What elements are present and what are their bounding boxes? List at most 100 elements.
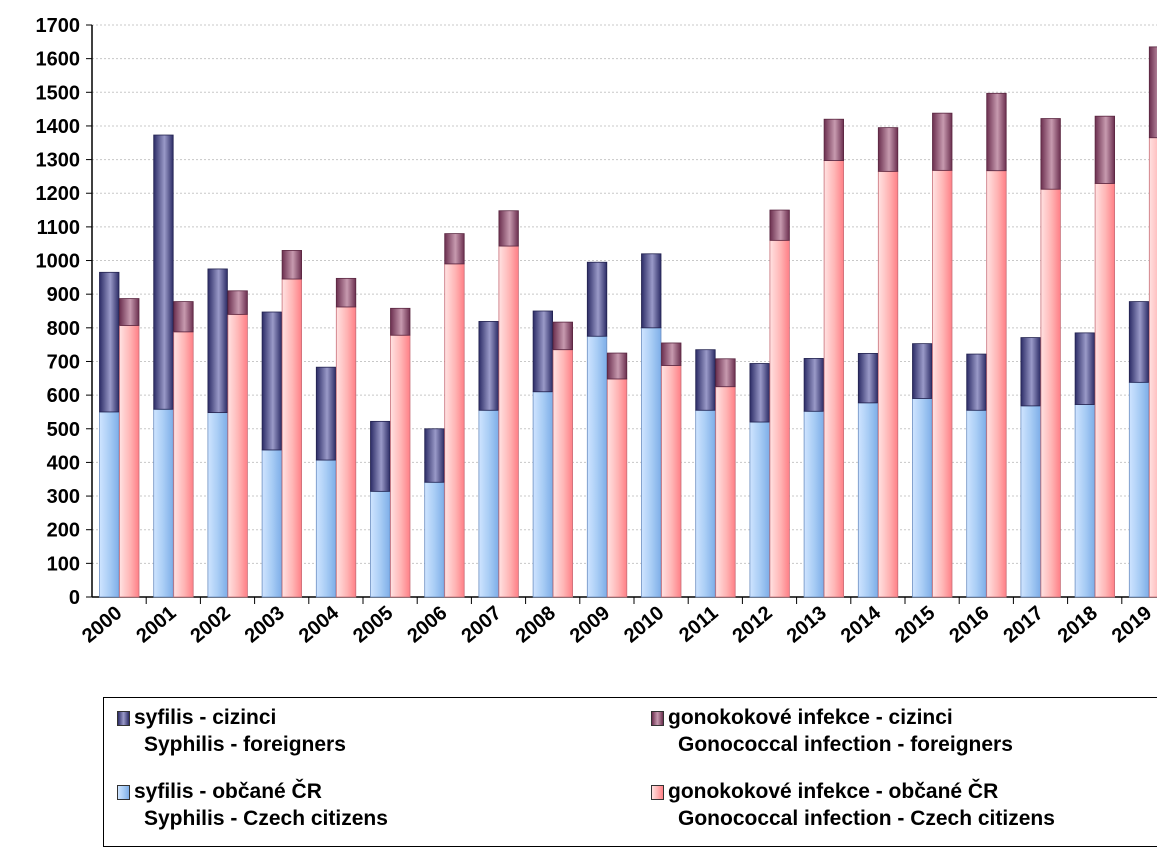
bar-gonokokove-cizinci (391, 308, 411, 335)
y-tick-label: 300 (47, 486, 80, 508)
bar-syfilis-cizinci (479, 321, 499, 410)
bar-gonokokove-cizinci (716, 359, 736, 387)
legend-label-en: Syphilis - foreigners (134, 731, 346, 758)
y-tick-label: 100 (47, 553, 80, 575)
bar-syfilis-obcane (479, 410, 499, 597)
bar-syfilis-cizinci (208, 269, 228, 413)
bar-gonokokove-obcane (1149, 138, 1157, 597)
y-tick-labels: 0100200300400500600700800900100011001200… (36, 15, 81, 609)
y-tick-label: 1300 (36, 150, 81, 172)
bar-gonokokove-obcane (933, 170, 953, 597)
bar-syfilis-cizinci (1129, 302, 1149, 383)
y-tick-label: 1500 (36, 82, 81, 104)
y-tick-label: 1700 (36, 15, 81, 37)
bar-syfilis-obcane (100, 412, 120, 597)
bar-gonokokove-obcane (662, 366, 682, 597)
bar-gonokokove-obcane (282, 279, 302, 597)
bar-syfilis-cizinci (371, 421, 391, 491)
bar-gonokokove-cizinci (1149, 47, 1157, 138)
y-tick-label: 600 (47, 385, 80, 407)
bar-syfilis-obcane (208, 413, 228, 597)
bar-syfilis-cizinci (750, 363, 770, 422)
bar-syfilis-cizinci (100, 272, 120, 412)
x-tick-label: 2003 (241, 602, 289, 647)
y-tick-label: 0 (69, 587, 80, 609)
bar-syfilis-obcane (425, 482, 445, 597)
bar-syfilis-obcane (858, 403, 878, 597)
legend-label: syfilis - občané ČR (134, 780, 322, 803)
legend-label: gonokokové infekce - občané ČR (668, 780, 998, 803)
chart: 0100200300400500600700800900100011001200… (0, 0, 1157, 697)
x-tick-label: 2011 (675, 602, 722, 647)
legend-label-en: Gonococcal infection - foreigners (668, 731, 1013, 758)
y-tick-label: 700 (47, 351, 80, 373)
bar-syfilis-cizinci (642, 254, 662, 328)
bar-syfilis-cizinci (804, 358, 824, 411)
legend-label-en: Gonococcal infection - Czech citizens (668, 805, 1055, 832)
bar-syfilis-cizinci (262, 312, 282, 450)
y-tick-label: 1400 (36, 116, 81, 138)
bar-gonokokove-cizinci (770, 210, 790, 240)
bar-syfilis-obcane (154, 409, 174, 597)
y-tick-label: 1200 (36, 183, 81, 205)
bar-syfilis-obcane (1075, 405, 1095, 597)
bar-syfilis-cizinci (316, 367, 336, 460)
x-tick-label: 2018 (1054, 602, 1102, 647)
bar-gonokokove-obcane (336, 307, 356, 597)
x-tick-label: 2006 (403, 602, 451, 647)
x-tick-label: 2015 (891, 602, 939, 647)
bar-syfilis-obcane (967, 410, 987, 597)
bar-gonokokove-cizinci (607, 353, 627, 379)
bar-gonokokove-obcane (553, 350, 573, 597)
bar-syfilis-cizinci (1021, 338, 1041, 406)
y-tick-label: 800 (47, 318, 80, 340)
bar-syfilis-cizinci (425, 429, 445, 482)
bar-gonokokove-obcane (1041, 189, 1061, 597)
x-tick-label: 2005 (349, 602, 397, 647)
bar-syfilis-obcane (316, 460, 336, 597)
bar-syfilis-cizinci (1075, 333, 1095, 405)
x-tick-label: 2019 (1108, 602, 1156, 647)
bar-gonokokove-cizinci (499, 211, 519, 246)
bar-syfilis-cizinci (858, 353, 878, 402)
legend-swatch (117, 711, 130, 726)
x-tick-label: 2014 (837, 601, 886, 647)
bar-gonokokove-cizinci (662, 343, 682, 366)
bar-syfilis-obcane (1129, 382, 1149, 597)
bar-gonokokove-cizinci (987, 93, 1007, 170)
bar-gonokokove-cizinci (336, 278, 356, 307)
bar-gonokokove-obcane (391, 335, 411, 597)
bar-syfilis-obcane (533, 392, 553, 597)
bar-gonokokove-cizinci (553, 322, 573, 350)
y-tick-label: 400 (47, 452, 80, 474)
bar-syfilis-cizinci (587, 262, 607, 336)
x-tick-label: 2002 (186, 602, 234, 647)
bar-gonokokove-obcane (770, 240, 790, 597)
bar-gonokokove-obcane (499, 246, 519, 597)
legend-swatch (651, 711, 664, 726)
bar-gonokokove-cizinci (228, 291, 248, 315)
y-tick-label: 200 (47, 520, 80, 542)
bar-syfilis-obcane (1021, 406, 1041, 597)
bar-syfilis-cizinci (967, 354, 987, 410)
bar-gonokokove-obcane (607, 379, 627, 597)
bar-gonokokove-obcane (824, 161, 844, 597)
bar-syfilis-cizinci (154, 135, 174, 409)
x-tick-label: 2001 (132, 602, 180, 647)
x-tick-label: 2016 (945, 602, 993, 647)
y-tick-label: 500 (47, 419, 80, 441)
bar-gonokokove-obcane (987, 171, 1007, 597)
bars (100, 47, 1157, 597)
legend-swatch (651, 785, 664, 800)
bar-gonokokove-cizinci (174, 302, 194, 332)
bar-syfilis-cizinci (533, 311, 553, 392)
x-tick-label: 2000 (78, 602, 126, 647)
bar-gonokokove-cizinci (878, 128, 898, 172)
bar-gonokokove-obcane (716, 387, 736, 597)
x-tick-label: 2010 (620, 602, 668, 647)
bar-syfilis-cizinci (913, 344, 933, 399)
bar-syfilis-obcane (587, 336, 607, 597)
bar-gonokokove-cizinci (933, 113, 953, 170)
bar-syfilis-obcane (913, 398, 933, 597)
